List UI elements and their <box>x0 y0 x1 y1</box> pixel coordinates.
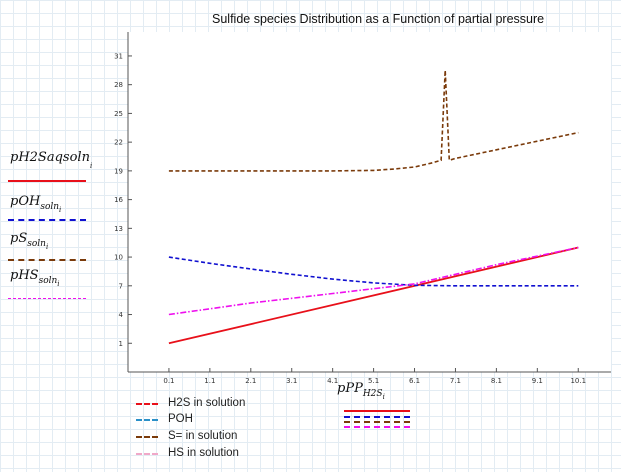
xlabel-line-brown <box>344 421 410 423</box>
legend-swatch-h2s <box>136 403 158 405</box>
ylabel-phs: pHSsolni <box>10 268 60 288</box>
legend-swatch-s <box>136 436 158 438</box>
xlabel-line-red <box>344 410 410 412</box>
plot-background <box>128 32 611 372</box>
xlabel-line-magenta <box>344 426 410 428</box>
ylabel-line-ps <box>8 259 86 261</box>
series-layer <box>168 70 579 345</box>
legend-swatch-poh <box>136 419 158 421</box>
y-tick-label: 1 <box>119 340 123 348</box>
ylabel-ph2saqsoln: pH2Saqsolni <box>10 150 93 170</box>
ylabel-ps: pSsolni <box>10 231 49 251</box>
x-tick-label: 9.1 <box>532 377 543 385</box>
xlabel-line-blue <box>344 416 410 418</box>
y-tick-label: 31 <box>114 52 123 60</box>
y-tick-label: 10 <box>114 254 123 262</box>
x-tick-label: 4.1 <box>327 377 338 385</box>
x-tick-labels: 0.1 1.1 2.1 3.1 4.1 5.1 6.1 7.1 8.1 9.1 10.1 <box>163 368 586 385</box>
series-line-0 <box>168 246 579 345</box>
series-line-1 <box>168 256 579 287</box>
y-tick-label: 19 <box>114 167 123 175</box>
y-tick-labels: 1 4 7 10 13 16 19 22 25 28 31 <box>114 52 132 348</box>
y-tick-label: 22 <box>114 139 123 147</box>
ylabel-line-poh <box>8 219 86 221</box>
x-tick-label: 2.1 <box>245 377 256 385</box>
legend-swatch-hs <box>136 453 158 455</box>
y-tick-label: 4 <box>119 311 124 319</box>
series-line-3 <box>168 246 579 316</box>
y-tick-label: 13 <box>114 225 123 233</box>
xlabel: pPPH2Si <box>337 381 385 401</box>
chart-title: Sulfide species Distribution as a Functi… <box>212 12 545 26</box>
x-tick-label: 7.1 <box>450 377 461 385</box>
ylabel-line-ph2s <box>8 180 86 182</box>
x-tick-label: 10.1 <box>570 377 586 385</box>
x-tick-label: 1.1 <box>204 377 215 385</box>
ylabel-line-phs <box>8 298 86 299</box>
axes <box>127 32 611 373</box>
y-tick-label: 28 <box>114 81 123 89</box>
ylabel-poh: pOHsolni <box>10 194 62 214</box>
x-tick-label: 6.1 <box>409 377 420 385</box>
y-tick-label: 25 <box>114 110 123 118</box>
series-line-2 <box>168 70 579 172</box>
x-tick-label: 3.1 <box>286 377 297 385</box>
x-tick-label: 5.1 <box>368 377 379 385</box>
y-tick-label: 7 <box>119 282 123 290</box>
x-tick-label: 0.1 <box>163 377 174 385</box>
x-tick-label: 8.1 <box>491 377 502 385</box>
y-tick-label: 16 <box>114 196 123 204</box>
